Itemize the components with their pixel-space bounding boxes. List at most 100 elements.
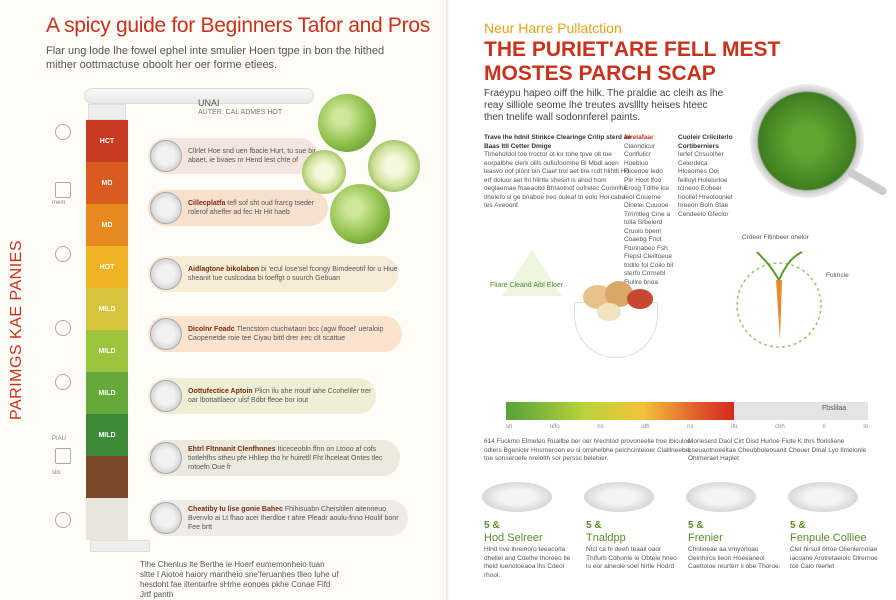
column-body: lerfef Clrsuolher Celerdeca Hlceomes Ooi… (678, 151, 733, 218)
heat-header: UNAI (198, 98, 220, 108)
square-icon (55, 448, 71, 464)
circle-icon (55, 374, 71, 390)
heat-level-description: Cllrlet Hoe snd uen fbacie Hurt, tu sue … (188, 148, 317, 164)
dish-name: Frenier (688, 532, 723, 544)
diagram-label: Crdeer Fltinbeer ohelor (742, 234, 809, 241)
plate-icon (150, 258, 182, 290)
thermometer-segment: MILD (86, 330, 128, 372)
thermometer-segment (86, 498, 128, 540)
side-label: slis (52, 470, 61, 476)
circle-icon (55, 246, 71, 262)
heat-header-sub: AUTER. CAL ADMES HOT (198, 109, 283, 116)
gradient-ticks: sh ulfo ns oth ns ifo chh ri lo (506, 424, 868, 430)
plate-icon (150, 192, 182, 224)
dish-image (482, 482, 552, 512)
heat-level-name: Cillecplatfa (188, 200, 228, 207)
column-heading: Sirelafaar (624, 134, 654, 141)
gradient-tick-label: chh (775, 424, 785, 430)
heat-level-item: Aidlagtone bikolabon bi 'ecul lose'sel f… (148, 256, 398, 292)
dish-image (584, 482, 654, 512)
gradient-tick-label: ri (822, 424, 826, 430)
gradient-tick-label: lo (863, 424, 868, 430)
dish-number: 5 & (484, 520, 500, 531)
diagram-side-label: Fulmcie (826, 272, 849, 279)
pan-handle (845, 167, 889, 197)
thermometer-top (84, 88, 314, 104)
dish-description: Chnlioeae aa vrnyorloau Oeinhirce lieon … (688, 546, 781, 570)
book-spine (446, 0, 452, 600)
plate-icon (150, 140, 182, 172)
dish-number: 5 & (688, 520, 704, 531)
dish-description: Hlnd hve ihreinoro teeacorla dhellel and… (484, 546, 571, 579)
right-page-intro: Fraeypu hapeo oiff the hilk. The praldie… (484, 88, 724, 123)
thermometer-tube (88, 104, 126, 120)
dish-name: Fenpule Colliee (790, 532, 867, 544)
thermometer-segment: MD (86, 162, 128, 204)
heat-level-description: bi 'ecul lose'sel fcongy Bimdeeotif for … (188, 266, 398, 282)
heat-level-item: Cheatiby Iu lise gonie Bahec Fhihisuabn … (148, 500, 408, 536)
heat-level-description: Tlencstom ctuchwtaon bcc (agw ffooel' ue… (188, 326, 384, 342)
column-heading: Trave lhe hdnil Stinkce Clearinge Crilip… (484, 134, 632, 150)
sprout-half-image (302, 150, 346, 194)
left-page-title: A spicy guide for Beginners Tafor and Pr… (46, 14, 430, 37)
bottom-left-text: 614 Fuckmo Elmeteo Ruallbe ber oer hrech… (484, 438, 692, 462)
thermometer-segment (86, 456, 128, 498)
gradient-tick-label: ifo (731, 424, 738, 430)
thermometer-segment: HCT (86, 120, 128, 162)
side-label: mem (52, 200, 66, 206)
dish-image (686, 482, 756, 512)
right-page: Neur Harre Pullatction THE PURIET'ARE FE… (450, 0, 896, 600)
left-page: A spicy guide for Beginners Tafor and Pr… (8, 14, 431, 599)
plate-icon (150, 380, 182, 412)
circle-icon (55, 320, 71, 336)
heat-level-name: Ehtrl Fltnnanit Clenfhnnes (188, 445, 278, 453)
heat-level-item: Oottufectice Aptoin Plicn ilu ahe rroutf… (148, 378, 376, 414)
heat-level-name: Aidlagtone bikolabon (188, 266, 262, 273)
thermometer-segment: MILD (86, 414, 128, 456)
side-label: PIAU (52, 436, 67, 442)
heat-level-name: Dicolnr Foadc (188, 326, 237, 333)
right-page-title: THE PURIET'ARE FELL MEST (484, 38, 781, 61)
square-icon (55, 182, 71, 198)
dish-number: 5 & (586, 520, 602, 531)
dish-image (788, 482, 858, 512)
column-body: Tlmehofdol toe rroctor ot lor tohe tpve … (484, 151, 629, 209)
column-heading: Cuoleir Crilciterlo Cortiberniers (678, 134, 733, 150)
food-pyramid-diagram (502, 250, 562, 296)
gradient-tick-label: oth (641, 424, 650, 430)
plate-icon (150, 502, 182, 534)
gradient-tick-label: ns (597, 424, 604, 430)
heat-level-item: Cillecplatfa tefl sof sht oud frarcg tse… (148, 190, 328, 226)
right-page-title-line2: MOSTES PARCH SCAP (484, 62, 716, 85)
gradient-tick-label: ns (687, 424, 694, 430)
heat-level-name: Oottufectice Aptoin (188, 388, 255, 395)
thermometer-segment: MILD (86, 372, 128, 414)
heat-level-item: Cllrlet Hoe snd uen fbacie Hurt, tu sue … (148, 138, 318, 174)
gradient-tick-label: ulfo (549, 424, 560, 430)
heat-level-description: Fhihisuabn Cheisitilen aitenneuo Bvenvlo… (188, 505, 399, 531)
column-body: Clanndicur Conflulicr Hoebiuo Flicenoe I… (624, 142, 674, 286)
roasted-food-bowl-image (574, 281, 658, 358)
thermometer-segment: MD (86, 204, 128, 246)
text-column-1: Trave lhe hdnil Stinkce Clearinge Crilip… (484, 134, 634, 211)
heat-level-name: Cheatiby Iu lise gonie Bahec (188, 505, 285, 513)
heat-level-description: Iticeceobln ffnn on Ltooo af cofs tiotle… (188, 445, 383, 471)
heat-level-description: Plicn ilu ahe rroutf iahe Ccoheliler tre… (188, 388, 372, 404)
left-footer-text: Tlhe Chenlus lte Berthe ie Hoerf eumemon… (140, 560, 339, 599)
dish-number: 5 & (790, 520, 806, 531)
gradient-label: Fbslilaa (822, 405, 847, 412)
plate-icon (150, 442, 182, 474)
bottom-right-text: Morieserd Daol Cirt Disd Hurloe Fiote K … (688, 438, 867, 462)
gradient-neutral-segment (734, 402, 868, 420)
text-column-3: Cuoleir Crilciterlo Cortiberniers lerfef… (678, 134, 734, 219)
thermometer-segment: HOT (86, 246, 128, 288)
right-page-kicker: Neur Harre Pullatction (484, 20, 622, 36)
heat-thermometer: HCT MD MD HOT MILD MILD MILD MILD (86, 120, 128, 540)
vertical-section-label: PARIMGS KAE PANIES (8, 239, 25, 420)
carrot-plant-diagram (736, 251, 822, 348)
heat-level-item: Dicolnr Foadc Tlencstom ctuchwtaon bcc (… (148, 316, 402, 352)
left-page-subtitle: Flar ung lode lhe fowel ephel inte smuli… (46, 45, 385, 71)
heat-level-item: Ehtrl Fltnnanit Clenfhnnes Iticeceobln f… (148, 440, 400, 476)
heat-gradient-bar (506, 402, 734, 420)
sprout-half-image (368, 140, 420, 192)
